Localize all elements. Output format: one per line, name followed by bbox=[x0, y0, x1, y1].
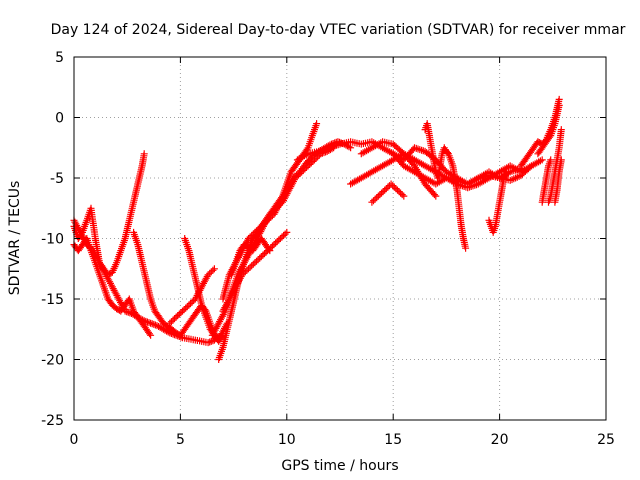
axes-layer: 0 5 10 15 20 25 -25 -20 -15 -10 -5 0 5 bbox=[41, 50, 615, 448]
x-tick-label: 0 bbox=[70, 432, 79, 448]
y-tick-label: -15 bbox=[41, 292, 64, 308]
data-track-points bbox=[485, 168, 510, 236]
data-track-points bbox=[166, 265, 218, 327]
y-tick-label: 5 bbox=[55, 50, 64, 66]
x-tick-label: 5 bbox=[176, 432, 185, 448]
x-tick-label: 15 bbox=[384, 432, 402, 448]
data-track-points bbox=[545, 126, 565, 206]
data-points-layer bbox=[70, 95, 565, 363]
y-tick-label: -25 bbox=[41, 413, 64, 429]
data-track-points bbox=[534, 101, 563, 158]
y-tick-label: -10 bbox=[41, 232, 64, 248]
chart-title: Day 124 of 2024, Sidereal Day-to-day VTE… bbox=[51, 22, 626, 38]
grid-layer bbox=[74, 57, 606, 420]
y-tick-label: 0 bbox=[55, 111, 64, 127]
y-tick-label: -20 bbox=[41, 353, 64, 369]
y-tick-label: -5 bbox=[50, 171, 64, 187]
x-tick-label: 20 bbox=[491, 432, 509, 448]
x-tick-label: 10 bbox=[278, 432, 296, 448]
data-track-points bbox=[421, 120, 470, 252]
x-tick-label: 25 bbox=[597, 432, 615, 448]
data-track-points bbox=[368, 180, 408, 206]
x-axis-title: GPS time / hours bbox=[281, 458, 398, 474]
data-track-points bbox=[228, 235, 274, 279]
data-track-points bbox=[357, 138, 440, 200]
data-track-points bbox=[551, 156, 565, 206]
data-track-points bbox=[538, 156, 555, 206]
y-axis-title: SDTVAR / TECUs bbox=[7, 181, 23, 296]
